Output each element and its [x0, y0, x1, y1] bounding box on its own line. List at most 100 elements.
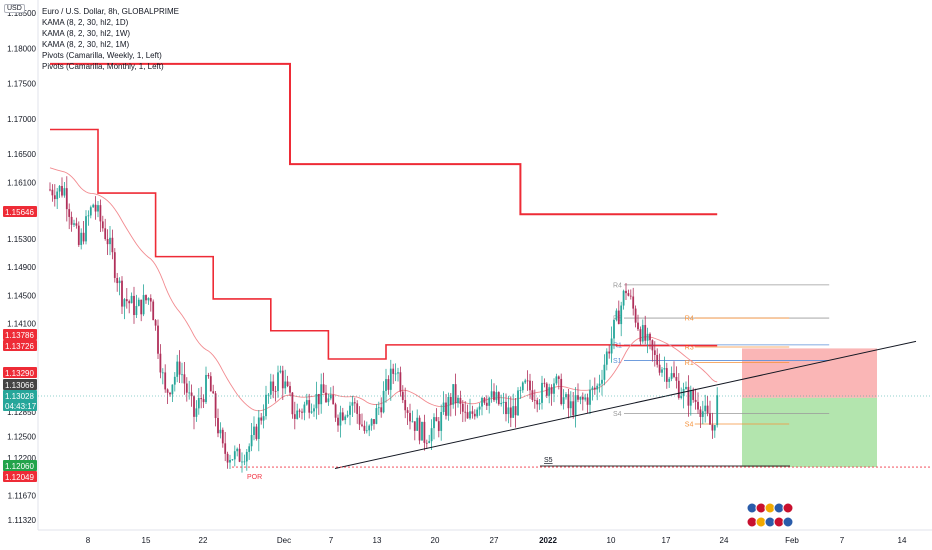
candle-body	[634, 308, 637, 323]
candle-body	[591, 387, 594, 390]
candle-body	[332, 394, 335, 405]
candle-body	[303, 404, 306, 413]
candle-body	[500, 402, 503, 405]
candle-body	[217, 418, 219, 434]
legend-kama-daily[interactable]: KAMA (8, 2, 30, hl2, 1D)	[42, 18, 129, 27]
x-tick-label: 7	[329, 536, 334, 545]
price-badge	[3, 471, 37, 482]
candle-body	[433, 417, 435, 429]
candle-body	[368, 425, 371, 431]
legend-pivots-weekly[interactable]: Pivots (Camarilla, Weekly, 1, Left)	[42, 51, 162, 60]
economic-event-flag[interactable]	[782, 502, 794, 514]
economic-events[interactable]	[746, 502, 794, 528]
candle-body	[286, 381, 289, 387]
candle-body	[101, 221, 104, 229]
legend-kama-weekly[interactable]: KAMA (8, 2, 30, hl2, 1W)	[42, 29, 131, 38]
legend-kama-monthly[interactable]: KAMA (8, 2, 30, hl2, 1M)	[42, 40, 130, 49]
y-tick-label: 1.18500	[7, 9, 36, 18]
candle-body	[361, 424, 363, 426]
candle-body	[658, 364, 661, 373]
candle-body	[313, 408, 315, 412]
candle-body	[226, 453, 229, 463]
candle-body	[440, 412, 443, 431]
x-tick-label: 22	[199, 536, 208, 545]
candle-body	[49, 189, 51, 191]
candle-body	[341, 412, 344, 421]
candle-body	[697, 401, 699, 410]
candle-body	[598, 383, 601, 386]
candle-body	[248, 446, 251, 452]
candle-body	[99, 205, 102, 222]
candle-body	[159, 353, 162, 373]
candle-body	[281, 370, 284, 389]
candle-body	[524, 380, 527, 383]
candle-body	[497, 392, 500, 405]
candle-body	[629, 295, 632, 297]
currency-tag[interactable]: USD	[4, 4, 25, 13]
x-tick-label: 20	[431, 536, 440, 545]
x-tick-label: Feb	[785, 536, 799, 545]
candle-body	[205, 374, 207, 403]
candle-body	[586, 397, 589, 405]
economic-event-flag[interactable]	[782, 516, 794, 528]
candle-body	[337, 417, 339, 426]
candle-body	[356, 403, 359, 414]
candle-body	[329, 394, 332, 399]
candle-body	[70, 216, 73, 225]
candle-body	[322, 384, 325, 393]
legend-pivots-monthly[interactable]: Pivots (Camarilla, Monthly, 1, Left)	[42, 62, 164, 71]
candle-body	[274, 390, 277, 392]
y-tick-label: 1.14900	[7, 263, 36, 272]
candle-body	[569, 401, 572, 409]
candle-body	[116, 277, 119, 284]
candle-body	[687, 386, 690, 406]
candle-body	[224, 443, 227, 454]
y-tick-label: 1.11670	[8, 491, 37, 500]
candle-body	[617, 310, 620, 325]
candle-body	[265, 394, 267, 417]
candle-body	[305, 400, 308, 405]
candle-body	[397, 372, 399, 374]
candle-body	[310, 411, 313, 413]
candle-body	[229, 459, 231, 463]
candle-body	[113, 252, 116, 278]
candle-body	[349, 405, 351, 415]
candle-body	[531, 390, 534, 400]
ascending-trendline	[334, 340, 917, 469]
candle-body	[358, 413, 361, 425]
candle-body	[409, 412, 411, 422]
candle-body	[445, 402, 447, 416]
candle-body	[507, 407, 510, 415]
candle-body	[200, 398, 203, 400]
y-tick-label: 1.11320	[8, 516, 37, 525]
candle-body	[704, 405, 707, 412]
candle-body	[536, 400, 539, 405]
candle-body	[677, 380, 680, 398]
candle-body	[476, 409, 479, 417]
candle-body	[716, 395, 719, 426]
y-tick-label: 1.12850	[7, 408, 36, 417]
candle-body	[233, 451, 236, 460]
candle-body	[142, 295, 145, 315]
candle-body	[543, 382, 546, 384]
candle-body	[404, 400, 407, 411]
candle-body	[243, 461, 246, 463]
candle-body	[382, 390, 385, 413]
monthly-pivot-label: R1	[685, 360, 694, 367]
por-label: POR	[247, 474, 262, 481]
candle-body	[137, 299, 140, 306]
candle-body	[613, 319, 615, 339]
y-tick-label: 1.15300	[7, 235, 36, 244]
candle-body	[363, 425, 366, 431]
monthly-pivot-label: S4	[685, 421, 694, 428]
drawings[interactable]: POR S5	[232, 340, 932, 481]
candle-body	[130, 295, 133, 304]
x-tick-label: 8	[86, 536, 91, 545]
candle-body	[459, 397, 462, 404]
candle-body	[622, 290, 625, 306]
long-position-tool[interactable]	[742, 348, 877, 468]
x-tick-label: 17	[662, 536, 671, 545]
legend-title[interactable]: Euro / U.S. Dollar, 8h, GLOBALPRIME	[42, 7, 179, 16]
candle-body	[152, 301, 155, 321]
